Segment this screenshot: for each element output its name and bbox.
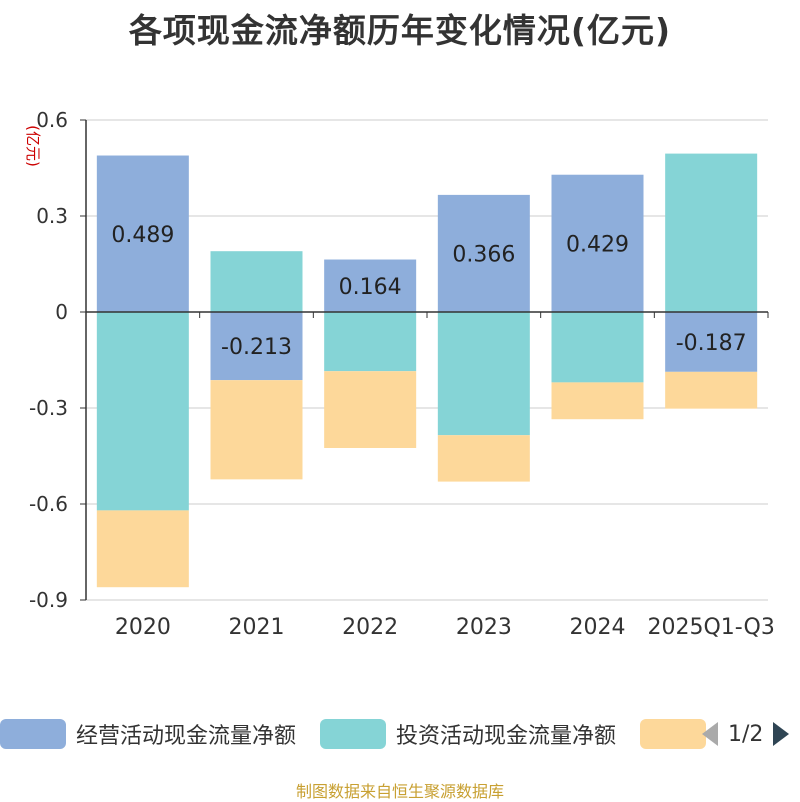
y-tick-label: 0.6 (36, 108, 68, 132)
y-tick-label: -0.6 (29, 492, 68, 516)
bar-3-2022 (324, 371, 417, 448)
x-tick-label: 2020 (115, 615, 171, 640)
legend-swatch-operating (0, 719, 66, 749)
bar-2-2020 (96, 312, 189, 511)
bar-3-2025Q1-Q3 (665, 371, 758, 409)
x-tick-label: 2022 (342, 615, 398, 640)
grid-lines (86, 119, 768, 601)
bar-3-2021 (210, 380, 303, 480)
x-tick-label: 2025Q1-Q3 (647, 615, 774, 640)
bar-chart: 0.6 0.3 0 -0.3 -0.6 -0.9 (亿元) 2020 2021 2022 2023 2… (24, 108, 775, 640)
axes: 0.6 0.3 0 -0.3 -0.6 -0.9 (亿元) 2020 2021 2022 2023 2… (24, 108, 775, 640)
y-axis-unit-label: (亿元) (24, 125, 42, 167)
data-label: -0.213 (221, 335, 292, 360)
bar-2-2024 (551, 312, 644, 383)
legend-pager: 1/2 (700, 716, 791, 752)
bars (96, 153, 758, 588)
legend-swatch-financing (640, 719, 706, 749)
x-tick-label: 2023 (456, 615, 512, 640)
bar-3-2023 (437, 435, 530, 482)
data-label: 0.366 (452, 242, 515, 267)
data-label: 0.429 (566, 232, 629, 257)
legend-page-indicator: 1/2 (728, 721, 764, 747)
triangle-right-icon[interactable] (771, 720, 791, 748)
bar-1-2023 (437, 194, 530, 312)
y-tick-label: 0 (55, 300, 68, 324)
bar-2-2022 (324, 312, 417, 372)
x-tick-label: 2024 (570, 615, 626, 640)
bar-1-2021 (210, 312, 303, 381)
data-label: 0.164 (339, 275, 402, 300)
bar-3-2020 (96, 510, 189, 588)
legend-label-investing: 投资活动现金流量净额 (396, 724, 617, 749)
bar-3-2024 (551, 382, 644, 420)
data-source-note: 制图数据来自恒生聚源数据库 (295, 782, 504, 801)
y-tick-label: -0.3 (29, 396, 68, 420)
y-tick-label: 0.3 (36, 204, 68, 228)
bar-1-2020 (96, 155, 189, 312)
legend-item-investing[interactable]: 投资活动现金流量净额 (320, 716, 616, 752)
data-label: 0.489 (111, 223, 174, 248)
legend-label-operating: 经营活动现金流量净额 (76, 724, 297, 749)
bar-2-2025Q1-Q3 (665, 153, 758, 312)
legend-item-financing[interactable] (640, 716, 716, 752)
bar-2-2021 (210, 251, 303, 312)
y-tick-label: -0.9 (29, 588, 68, 612)
bar-1-2024 (551, 174, 644, 312)
bar-1-2022 (324, 259, 417, 312)
x-tick-label: 2021 (229, 615, 285, 640)
legend-item-operating[interactable]: 经营活动现金流量净额 (0, 716, 296, 752)
legend-swatch-investing (320, 719, 386, 749)
legend: 经营活动现金流量净额 投资活动现金流量净额 1/2 (0, 716, 800, 756)
bar-2-2023 (437, 312, 530, 436)
chart-title: 各项现金流净额历年变化情况(亿元) (128, 11, 672, 50)
data-labels: 0.489 -0.213 0.164 0.366 0.429 -0.187 (111, 223, 746, 360)
bar-1-2025Q1-Q3 (665, 312, 758, 372)
data-label: -0.187 (676, 331, 747, 356)
triangle-left-icon[interactable] (700, 720, 720, 748)
